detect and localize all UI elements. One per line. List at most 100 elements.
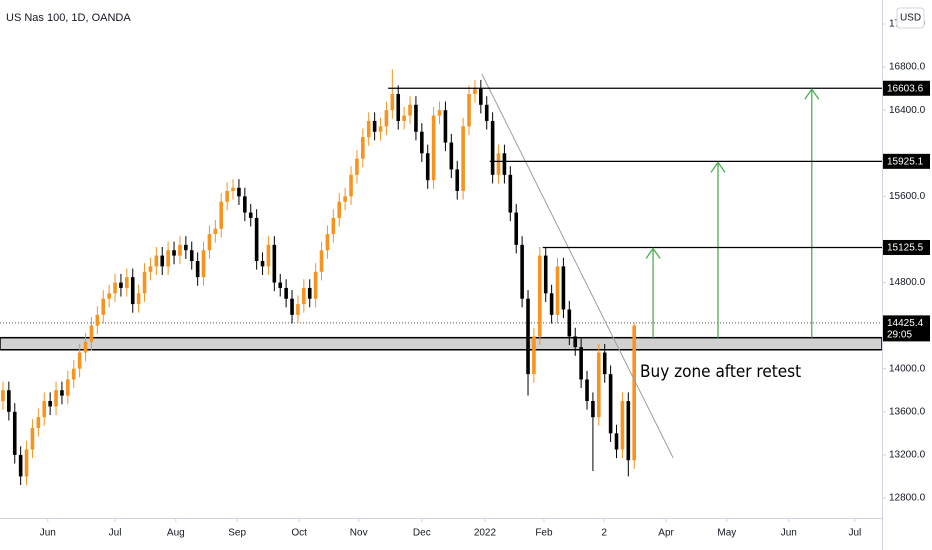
candle-body <box>573 336 578 348</box>
candle-body <box>1 390 5 402</box>
candle-body <box>484 104 489 121</box>
countdown: 29:05 <box>887 330 912 341</box>
candle-body <box>36 417 41 428</box>
x-tick-label: 2 <box>601 528 607 539</box>
candle-body <box>567 309 572 337</box>
candle-body <box>172 250 176 256</box>
candle-body <box>626 401 631 461</box>
x-tick-label: Oct <box>291 528 307 539</box>
plot-area <box>0 69 883 486</box>
x-tick-label: Apr <box>658 528 674 539</box>
candle-body <box>313 271 318 299</box>
candle-body <box>89 325 94 342</box>
candle-body <box>113 282 117 294</box>
candle-body <box>390 94 395 111</box>
candle-body <box>620 401 625 450</box>
candle-body <box>107 293 111 299</box>
candle-body <box>479 88 483 105</box>
candle-body <box>60 390 64 396</box>
candle-body <box>166 250 170 267</box>
candle-body <box>24 449 29 477</box>
level-label: 15925.1 <box>887 156 924 167</box>
candle-body <box>18 454 23 477</box>
y-tick-label: 14000.0 <box>889 363 926 374</box>
candle-body <box>549 293 554 315</box>
y-tick-label: 13600.0 <box>889 406 926 417</box>
candle-body <box>213 228 218 235</box>
candle-body <box>119 282 123 288</box>
candle-body <box>195 260 200 278</box>
candle-body <box>496 153 501 175</box>
trendline <box>481 73 674 459</box>
candle-body <box>201 250 206 278</box>
x-tick-label: Aug <box>167 528 185 539</box>
candle-body <box>284 287 288 299</box>
candle-body <box>337 201 342 218</box>
candle-body <box>366 120 371 138</box>
candle-body <box>455 169 460 191</box>
candle-body <box>142 271 147 294</box>
x-tick-label: Feb <box>535 528 553 539</box>
candle-body <box>207 234 212 251</box>
candle-body <box>225 190 229 202</box>
candle-body <box>520 244 524 299</box>
candle-body <box>408 104 412 116</box>
candle-body <box>42 401 47 418</box>
candle-body <box>431 115 436 181</box>
y-tick-label: 15600.0 <box>889 191 926 202</box>
candle-body <box>538 255 542 337</box>
candle-body <box>154 255 159 267</box>
candle-body <box>425 153 430 181</box>
candle-body <box>7 390 11 412</box>
candle-body <box>77 352 82 369</box>
candle-body <box>555 266 560 315</box>
candle-body <box>372 120 377 132</box>
candle-body <box>355 158 359 175</box>
y-tick-label: 16400.0 <box>889 105 926 116</box>
x-tick-label: Jun <box>40 528 56 539</box>
candle-body <box>420 131 424 154</box>
chart-title: US Nas 100, 1D, OANDA <box>6 12 131 24</box>
currency-label[interactable]: USD <box>900 13 921 24</box>
candle-body <box>473 88 477 95</box>
candle-body <box>490 120 495 175</box>
annotation: Buy zone after retest <box>640 362 801 382</box>
level-label: 15125.5 <box>887 243 924 254</box>
currency-button[interactable] <box>896 7 925 29</box>
candle-body <box>508 174 513 213</box>
candle-body <box>296 304 300 315</box>
candle-body <box>608 374 613 434</box>
candle-body <box>561 266 566 310</box>
candle-body <box>591 401 595 418</box>
candle-body <box>307 287 312 299</box>
candle-body <box>148 266 153 272</box>
x-tick-label: Nov <box>350 528 368 539</box>
x-tick-label: Sep <box>228 528 246 539</box>
candle-body <box>130 277 135 305</box>
candle-body <box>502 153 507 175</box>
candle-body <box>160 255 165 267</box>
candle-body <box>178 244 182 256</box>
x-tick-label: 2022 <box>474 528 497 539</box>
y-tick-label: 12800.0 <box>889 493 926 504</box>
candle-body <box>543 255 548 294</box>
price-label: 14425.4 <box>887 318 924 329</box>
candle-body <box>248 212 253 218</box>
candle-body <box>402 115 406 121</box>
y-tick-label: 16800.0 <box>889 62 926 73</box>
candle-body <box>30 427 35 450</box>
candle-body <box>443 110 448 143</box>
candle-body <box>83 341 88 353</box>
candle-body <box>414 104 418 132</box>
candle-body <box>449 142 454 170</box>
candle-body <box>579 347 583 380</box>
level-label: 16603.6 <box>887 83 924 94</box>
candle-body <box>526 298 530 375</box>
y-tick-label: 14800.0 <box>889 277 926 288</box>
candle-body <box>632 325 637 461</box>
candle-body <box>302 287 306 305</box>
candle-body <box>467 94 471 127</box>
candle-body <box>378 126 383 132</box>
candle-body <box>349 174 353 197</box>
